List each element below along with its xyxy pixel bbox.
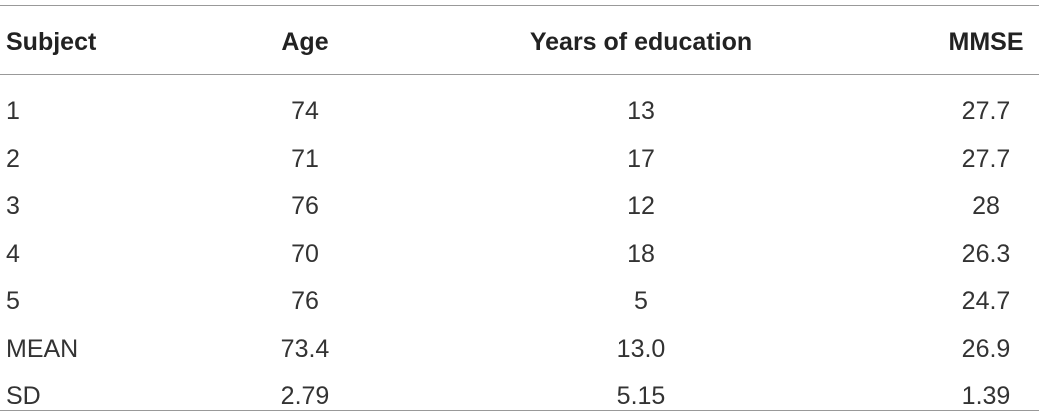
table-cell: 70 xyxy=(291,239,319,268)
top-rule xyxy=(0,5,1039,6)
table-cell: 13 xyxy=(627,97,655,125)
header-rule xyxy=(0,74,1039,75)
table-cell: 3 xyxy=(6,192,20,220)
table-cell: 2.79 xyxy=(280,382,330,410)
table-cell: 26.3 xyxy=(961,239,1011,268)
bottom-rule xyxy=(0,410,1039,411)
table-cell: 26.9 xyxy=(961,334,1011,363)
table-cell: 1 xyxy=(6,97,20,125)
table-cell: 2 xyxy=(6,144,20,173)
table-cell: MEAN xyxy=(6,334,79,363)
table-cell: 18 xyxy=(627,239,655,268)
table-cell: 27.7 xyxy=(961,144,1011,173)
table-cell: 71 xyxy=(291,144,319,173)
table-cell: 17 xyxy=(627,144,655,173)
table-cell: 5.15 xyxy=(616,382,666,410)
table-cell: 24.7 xyxy=(961,287,1011,315)
header-cell: Years of education xyxy=(529,28,753,56)
table-cell: 12 xyxy=(627,192,655,220)
table-cell: 5 xyxy=(6,287,20,315)
table-cell: SD xyxy=(6,382,41,410)
table-cell: 4 xyxy=(6,239,20,268)
header-cell: Age xyxy=(281,28,329,56)
header-cell: Subject xyxy=(6,28,97,56)
table-cell: 73.4 xyxy=(280,334,330,363)
table-cell: 76 xyxy=(291,287,319,315)
table-cell: 76 xyxy=(291,192,319,220)
table-cell: 1.39 xyxy=(961,382,1011,410)
table-cell: 74 xyxy=(291,97,319,125)
table-cell: 13.0 xyxy=(616,334,666,363)
table-cell: 5 xyxy=(634,287,648,315)
table-cell: 28 xyxy=(972,192,1000,220)
table-cell: 27.7 xyxy=(961,97,1011,125)
header-cell: MMSE xyxy=(948,28,1024,56)
